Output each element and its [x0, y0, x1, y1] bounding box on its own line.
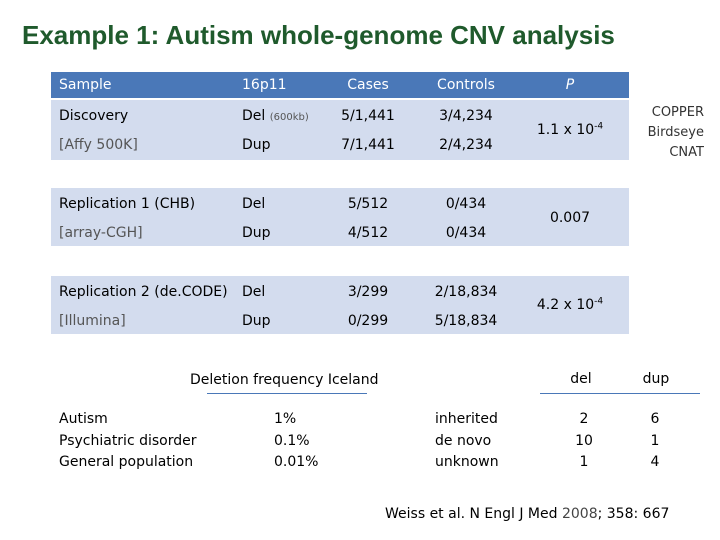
- header-locus: 16p11: [242, 77, 287, 93]
- row-cases: 3/299: [347, 284, 389, 300]
- p-value: 4.2 x 10-4: [536, 296, 604, 313]
- inheritance-dup-value: 4: [650, 454, 660, 470]
- row-type: Del (600kb): [242, 108, 309, 124]
- header-p: P: [565, 77, 575, 93]
- row-cases: 5/1,441: [341, 108, 395, 124]
- row-controls: 2/4,234: [439, 137, 493, 153]
- table-band-discovery: [51, 100, 629, 160]
- method-note-line: CNAT: [669, 145, 704, 160]
- population-group: Autism: [59, 411, 108, 427]
- method-note-line: COPPER: [651, 105, 704, 120]
- row-sample: [array-CGH]: [59, 225, 143, 241]
- row-cases: 7/1,441: [341, 137, 395, 153]
- header-sample: Sample: [59, 77, 112, 93]
- inheritance-header-del: del: [570, 371, 592, 387]
- inheritance-dup-value: 6: [650, 411, 660, 427]
- p-value: 0.007: [549, 210, 591, 226]
- row-type: Del: [242, 196, 266, 212]
- row-cases: 0/299: [347, 313, 389, 329]
- population-group: General population: [59, 454, 194, 470]
- row-cases: 5/512: [347, 196, 389, 212]
- row-sample: [Affy 500K]: [59, 137, 138, 153]
- row-sample: Replication 2 (de.CODE): [59, 284, 228, 300]
- row-type: Dup: [242, 313, 271, 329]
- row-controls: 0/434: [445, 225, 487, 241]
- heading-underline: [207, 393, 367, 394]
- row-cases: 4/512: [347, 225, 389, 241]
- method-note-line: Birdseye: [647, 125, 704, 140]
- inheritance-label: unknown: [435, 454, 499, 470]
- method-note: COPPER Birdseye CNAT: [632, 103, 704, 163]
- row-controls: 3/4,234: [439, 108, 493, 124]
- population-group: Psychiatric disorder: [59, 433, 197, 449]
- p-value: 1.1 x 10-4: [536, 121, 604, 138]
- row-sample: [Illumina]: [59, 313, 126, 329]
- header-cases: Cases: [347, 77, 389, 93]
- row-type: Del: [242, 284, 266, 300]
- inheritance-header-dup: dup: [642, 371, 670, 387]
- row-controls: 0/434: [445, 196, 487, 212]
- table-header-bar: [51, 72, 629, 98]
- frequency-value: 0.1%: [274, 433, 310, 449]
- inheritance-underline: [540, 393, 700, 394]
- inheritance-del-value: 10: [575, 433, 593, 449]
- row-sample: Discovery: [59, 108, 129, 124]
- inheritance-del-value: 2: [579, 411, 589, 427]
- frequency-value: 0.01%: [274, 454, 319, 470]
- deletion-frequency-heading: Deletion frequency Iceland: [190, 372, 379, 388]
- inheritance-del-value: 1: [579, 454, 589, 470]
- table-band-replication-2: [51, 276, 629, 334]
- header-controls: Controls: [437, 77, 495, 93]
- row-sample: Replication 1 (CHB): [59, 196, 196, 212]
- inheritance-label: de novo: [435, 433, 492, 449]
- row-type: Dup: [242, 137, 271, 153]
- frequency-value: 1%: [274, 411, 297, 427]
- deletion-size-note: (600kb): [269, 112, 309, 123]
- slide-title: Example 1: Autism whole-genome CNV analy…: [22, 20, 615, 50]
- table-band-replication-1: [51, 188, 629, 246]
- citation: Weiss et al. N Engl J Med 2008; 358: 667: [385, 506, 670, 522]
- inheritance-dup-value: 1: [650, 433, 660, 449]
- row-controls: 5/18,834: [434, 313, 498, 329]
- row-type: Dup: [242, 225, 271, 241]
- inheritance-label: inherited: [435, 411, 498, 427]
- row-controls: 2/18,834: [434, 284, 498, 300]
